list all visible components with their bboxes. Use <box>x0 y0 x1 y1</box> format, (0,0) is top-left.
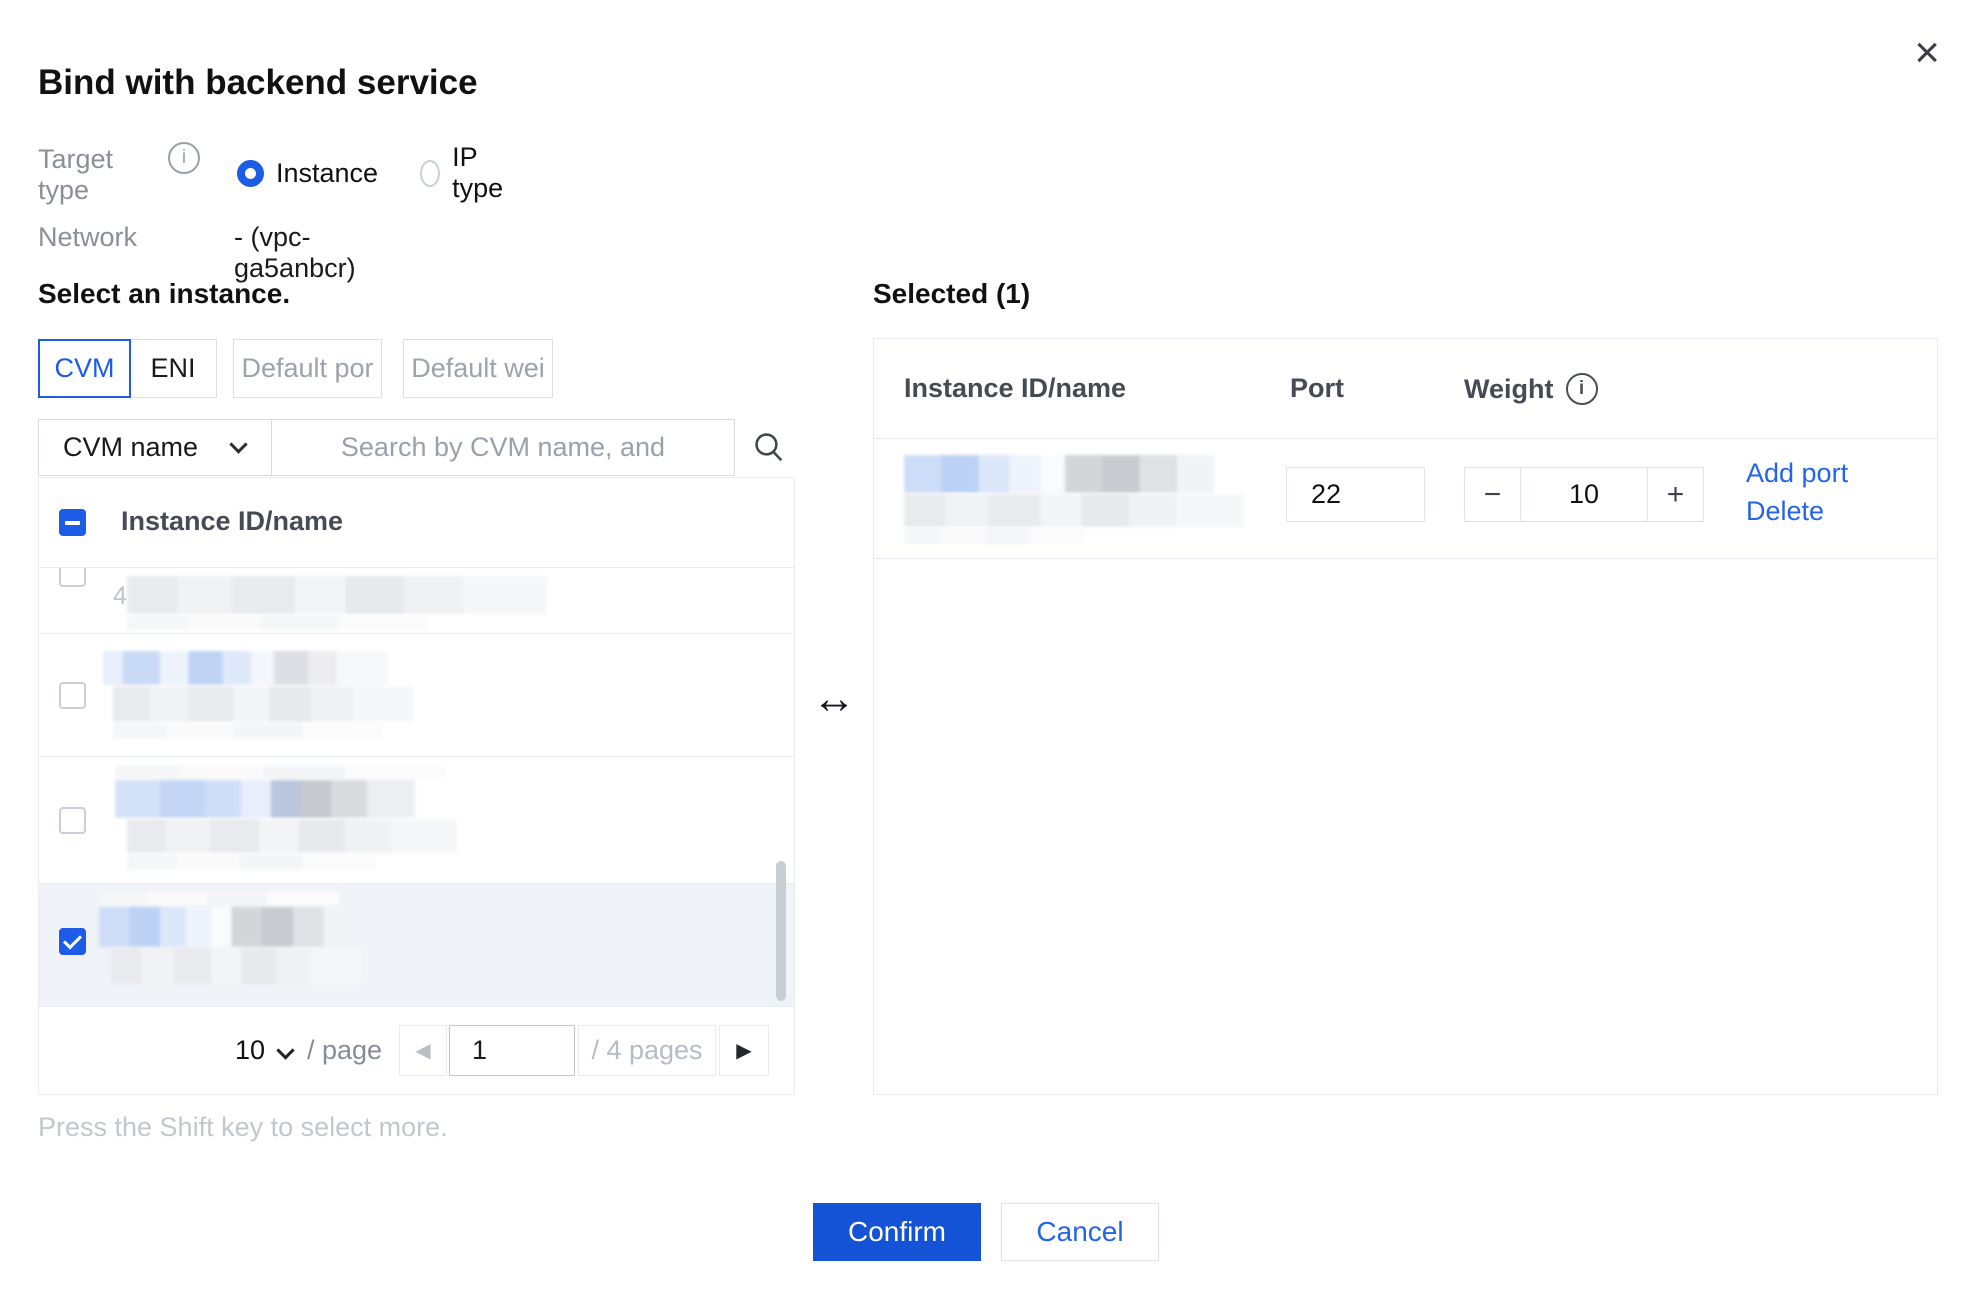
redacted-instance-id <box>904 494 1244 527</box>
row-checkbox[interactable] <box>59 568 86 587</box>
select-all-checkbox-indeterminate[interactable] <box>59 509 86 536</box>
per-page-label: / page <box>307 1035 383 1065</box>
tab-default-port[interactable]: Default por <box>233 339 382 398</box>
tab-default-weight[interactable]: Default wei <box>403 339 553 398</box>
redacted-instance-ip <box>113 723 383 739</box>
instance-list-header: Instance ID/name <box>39 478 794 567</box>
redacted-instance-name <box>127 576 547 614</box>
weight-decrease-button[interactable]: − <box>1464 467 1521 522</box>
col-port-label: Port <box>1290 373 1344 403</box>
target-type-label: Target type <box>38 144 114 205</box>
selected-heading: Selected (1) <box>873 278 1031 309</box>
search-filter-select[interactable]: CVM name <box>38 419 272 476</box>
redacted-instance-name <box>99 907 354 947</box>
instance-picker-panel: Select an instance. CVM ENI Default por … <box>38 278 795 1258</box>
scrollbar-thumb[interactable] <box>776 861 786 1001</box>
left-panel-heading: Select an instance. <box>38 278 291 309</box>
row-checkbox[interactable] <box>59 807 86 834</box>
prev-page-button[interactable]: ◀ <box>399 1025 447 1076</box>
radio-ip-type[interactable]: IP type <box>420 142 510 204</box>
port-input[interactable] <box>1286 467 1425 522</box>
redacted-instance-id <box>127 819 457 853</box>
selected-table: Instance ID/name Port Weight i − + Add p… <box>873 338 1938 1095</box>
selected-table-header: Instance ID/name Port Weight i <box>874 339 1937 439</box>
selected-panel: Selected (1) Instance ID/name Port Weigh… <box>873 278 1938 1178</box>
redacted-instance-name <box>115 780 415 818</box>
selected-row: − + Add port Delete <box>874 438 1937 559</box>
row-checkbox[interactable] <box>59 682 86 709</box>
transfer-arrow-icon: ↔ <box>812 674 856 723</box>
redacted-instance-id <box>113 686 413 722</box>
redacted-instance-meta <box>115 765 445 779</box>
add-port-link[interactable]: Add port <box>1746 458 1849 488</box>
redacted-instance-id <box>111 948 361 984</box>
total-pages-label: / 4 pages <box>578 1025 716 1076</box>
close-icon[interactable]: × <box>1908 30 1946 76</box>
table-row[interactable] <box>39 633 794 757</box>
chevron-down-icon <box>276 1041 295 1060</box>
search-icon[interactable] <box>751 429 787 470</box>
next-page-button[interactable]: ▶ <box>719 1025 769 1076</box>
chevron-down-icon <box>229 435 248 454</box>
tab-cvm[interactable]: CVM <box>38 339 131 398</box>
redacted-instance-name <box>103 651 388 685</box>
instance-list-header-label: Instance ID/name <box>121 506 344 536</box>
confirm-button[interactable]: Confirm <box>813 1203 981 1261</box>
delete-link[interactable]: Delete <box>1746 496 1825 526</box>
pagination-bar: 10 / page ◀ / 4 pages ▶ <box>39 1006 794 1096</box>
redacted-instance-name <box>904 455 1214 493</box>
info-icon[interactable]: i <box>168 142 200 174</box>
weight-stepper: − + <box>1464 467 1704 522</box>
redacted-instance-ip <box>127 854 377 870</box>
radio-instance[interactable]: Instance <box>237 158 378 189</box>
table-row[interactable]: 4 <box>39 567 794 634</box>
redacted-instance-ip <box>127 616 427 630</box>
network-value: - (vpc-ga5anbcr) <box>234 222 356 283</box>
network-label: Network <box>38 222 138 252</box>
page-title: Bind with backend service <box>38 63 478 103</box>
row-checkbox-checked[interactable] <box>59 928 86 955</box>
shift-select-hint: Press the Shift key to select more. <box>38 1112 448 1142</box>
table-row-selected[interactable] <box>39 883 794 1007</box>
redacted-instance-meta <box>99 892 339 906</box>
weight-info-icon[interactable]: i <box>1565 373 1598 405</box>
target-type-radio-group: Instance IP type <box>237 142 510 204</box>
col-weight-label: Weight i <box>1464 373 1598 405</box>
instance-list: Instance ID/name 4 <box>38 477 795 1095</box>
page-size-select[interactable]: 10 <box>235 1035 295 1066</box>
col-instance-label: Instance ID/name <box>904 373 1127 403</box>
search-bar: CVM name <box>38 419 795 476</box>
tab-eni[interactable]: ENI <box>130 339 217 398</box>
weight-input[interactable] <box>1521 467 1647 522</box>
radio-unselected-icon <box>420 159 441 187</box>
cancel-button[interactable]: Cancel <box>1001 1203 1159 1261</box>
redacted-instance-ip <box>904 528 1084 544</box>
search-input[interactable] <box>271 419 735 476</box>
weight-increase-button[interactable]: + <box>1647 467 1704 522</box>
radio-selected-icon <box>237 159 264 187</box>
table-row[interactable] <box>39 756 794 884</box>
current-page-input[interactable] <box>449 1025 575 1076</box>
redacted-text-fragment: 4 <box>113 582 127 610</box>
